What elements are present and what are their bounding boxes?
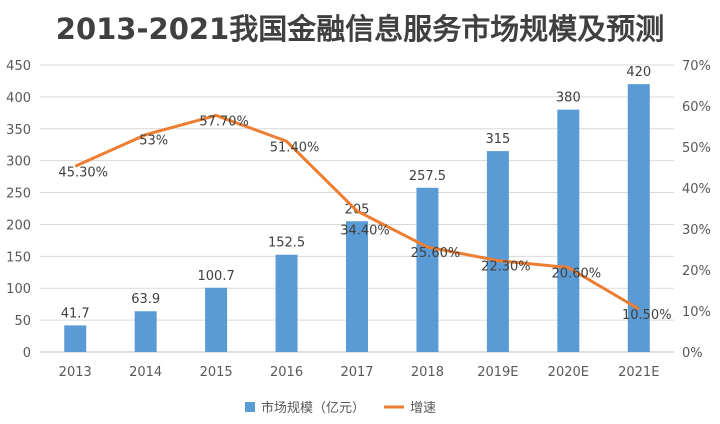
legend-swatch-bar xyxy=(245,402,255,412)
y-tick-label: 150 xyxy=(6,250,31,265)
y-tick-label: 350 xyxy=(6,123,31,138)
line-label: 45.30% xyxy=(58,165,108,180)
line-label: 22.30% xyxy=(481,260,531,275)
y2-tick-label: 20% xyxy=(682,264,711,279)
line-label: 34.40% xyxy=(340,223,390,238)
legend-label-line: 增速 xyxy=(410,401,436,416)
bar-label: 63.9 xyxy=(131,292,160,307)
chart-title: 2013-2021我国金融信息服务市场规模及预测 xyxy=(55,12,665,46)
x-tick-label: 2014 xyxy=(129,365,162,380)
bar xyxy=(346,221,368,352)
y2-tick-label: 50% xyxy=(682,141,711,156)
line-label: 20.60% xyxy=(552,267,602,282)
bar xyxy=(627,84,650,352)
line-label: 10.50% xyxy=(622,308,672,323)
y2-tick-label: 40% xyxy=(682,182,711,197)
y-tick-label: 50 xyxy=(14,314,31,329)
y-tick-label: 400 xyxy=(6,91,31,106)
bar xyxy=(275,254,298,352)
bar xyxy=(557,109,580,353)
x-tick-label: 2020E xyxy=(548,365,589,380)
y-tick-label: 450 xyxy=(6,59,31,74)
x-tick-label: 2017 xyxy=(340,365,373,380)
bar xyxy=(64,325,87,352)
bar-label: 41.7 xyxy=(61,306,90,321)
line-label: 53% xyxy=(139,134,168,149)
bar-label: 152.5 xyxy=(268,236,305,251)
y-tick-label: 0 xyxy=(23,346,31,361)
legend-label-bar: 市场规模（亿元） xyxy=(261,400,365,416)
y2-tick-label: 70% xyxy=(682,59,711,74)
line-label: 25.60% xyxy=(411,246,461,261)
x-tick-label: 2016 xyxy=(270,365,303,380)
x-tick-label: 2021E xyxy=(618,365,659,380)
bar-label: 420 xyxy=(626,65,651,80)
y-tick-label: 200 xyxy=(6,218,31,233)
y-tick-label: 250 xyxy=(6,187,31,202)
y-tick-label: 300 xyxy=(6,155,31,170)
bar-label: 380 xyxy=(556,91,581,106)
y2-tick-label: 10% xyxy=(682,305,711,320)
bar xyxy=(416,187,439,352)
y2-tick-label: 0% xyxy=(682,346,703,361)
bar-label: 100.7 xyxy=(198,269,235,284)
line-label: 57.70% xyxy=(199,114,249,129)
y2-tick-label: 30% xyxy=(682,223,711,238)
bar xyxy=(134,311,157,352)
x-tick-label: 2013 xyxy=(59,365,92,380)
bar xyxy=(486,151,509,352)
bar xyxy=(205,287,228,352)
x-tick-label: 2018 xyxy=(411,365,444,380)
y-tick-label: 100 xyxy=(6,282,31,297)
bar-label: 315 xyxy=(485,132,510,147)
bar-label: 257.5 xyxy=(409,169,446,184)
x-tick-label: 2015 xyxy=(200,365,233,380)
y2-tick-label: 60% xyxy=(682,100,711,115)
line-label: 51.40% xyxy=(270,140,320,155)
x-tick-label: 2019E xyxy=(477,365,518,380)
